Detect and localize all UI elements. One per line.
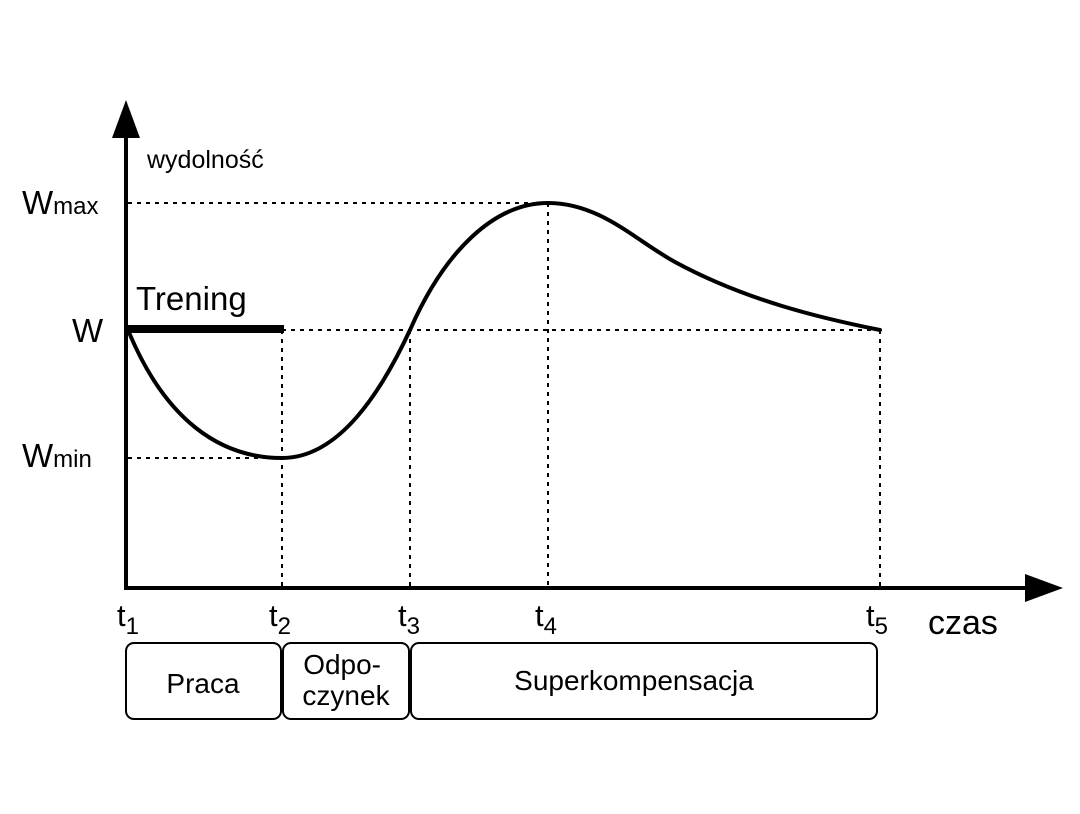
time-label-t1: t1 bbox=[117, 598, 139, 640]
time-label-t4: t4 bbox=[535, 598, 557, 640]
performance-curve bbox=[126, 201, 882, 460]
phase-label-odpoczynek: Odpo- czynek bbox=[302, 649, 390, 711]
level-w-min-label: Wmin bbox=[22, 437, 92, 474]
level-w-label: W bbox=[72, 312, 104, 349]
phase-label-odpoczynek-line1: Odpo- bbox=[303, 649, 381, 680]
phase-row: Praca Odpo- czynek Superkompensacja bbox=[125, 642, 878, 720]
time-label-t3: t3 bbox=[398, 598, 420, 640]
time-label-t5: t5 bbox=[866, 598, 888, 640]
phase-box-praca bbox=[125, 642, 282, 720]
x-axis-arrow bbox=[1025, 574, 1063, 602]
phase-label-odpoczynek-line2: czynek bbox=[302, 680, 390, 711]
time-label-t2: t2 bbox=[269, 598, 291, 640]
y-axis-title: wydolność bbox=[146, 146, 264, 174]
x-axis-title: czas bbox=[928, 604, 998, 642]
level-w-max-label: Wmax bbox=[22, 184, 99, 221]
training-label: Trening bbox=[136, 280, 247, 317]
phase-box-superkompensacja bbox=[410, 642, 878, 720]
phase-label-praca: Praca bbox=[166, 668, 240, 699]
phase-box-odpoczynek bbox=[282, 642, 410, 720]
phase-label-superkompensacja: Superkompensacja bbox=[514, 665, 754, 696]
axes bbox=[112, 100, 1063, 602]
guide-lines bbox=[128, 202, 881, 588]
y-axis-arrow bbox=[112, 100, 140, 138]
